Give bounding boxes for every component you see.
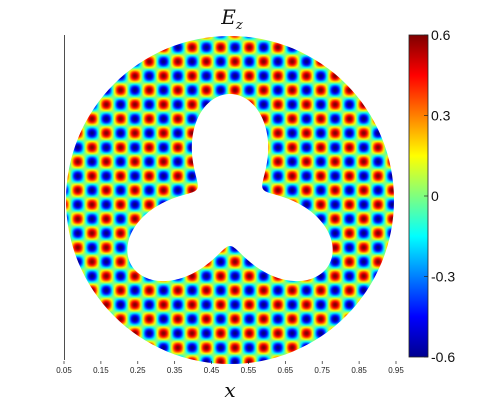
x-tick-label: 0.45 bbox=[204, 366, 220, 375]
x-tick-label: 0.25 bbox=[130, 366, 146, 375]
x-axis-label: x bbox=[224, 378, 235, 402]
x-tick-label: 0.15 bbox=[93, 366, 109, 375]
x-tick-label: 0.35 bbox=[167, 366, 183, 375]
colorbar-tick-label: 0.6 bbox=[431, 27, 451, 43]
colorbar bbox=[409, 35, 428, 357]
colorbar-tick-label: -0.3 bbox=[431, 269, 455, 285]
colorbar-tick-label: 0.3 bbox=[431, 108, 451, 124]
x-tick-label: 0.95 bbox=[388, 366, 404, 375]
x-tick-label: 0.55 bbox=[241, 366, 257, 375]
field-domain bbox=[65, 35, 395, 365]
x-tick-label: 0.85 bbox=[351, 366, 367, 375]
colorbar-tick-label: 0 bbox=[431, 188, 439, 204]
x-tick-label: 0.75 bbox=[314, 366, 330, 375]
colorbar-tick-label: -0.6 bbox=[431, 349, 455, 365]
colorbar-ticks: 0.6 0.3 0 -0.3 -0.6 bbox=[424, 27, 455, 365]
chart-title: Ez bbox=[220, 5, 243, 33]
x-tick-label: 0.65 bbox=[278, 366, 294, 375]
field-image bbox=[65, 35, 395, 365]
x-tick-label: 0.05 bbox=[56, 366, 72, 375]
x-ticks: 0.05 0.15 0.25 0.35 0.45 0.55 0.65 0.75 0.85 0.95 bbox=[56, 361, 404, 375]
